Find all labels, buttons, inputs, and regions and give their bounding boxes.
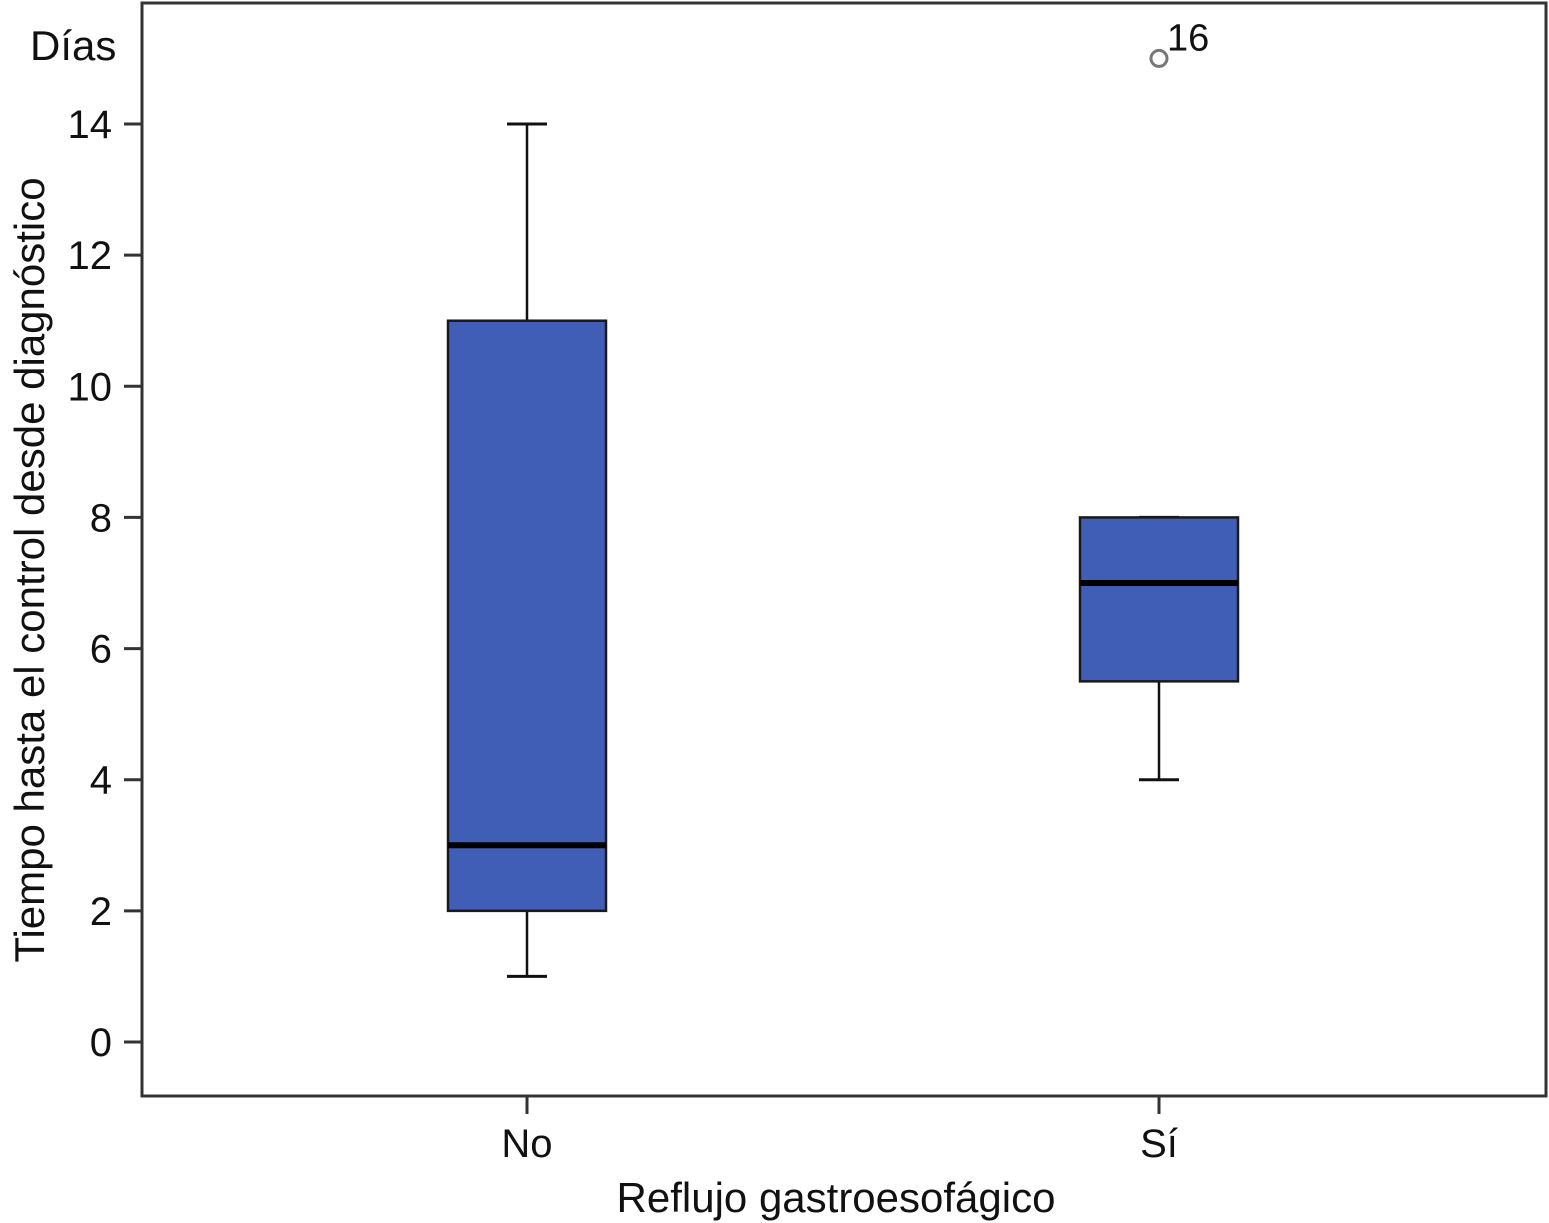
box-group: 16: [1078, 17, 1240, 782]
boxes-layer: 16: [446, 17, 1240, 978]
x-axis-title: Reflujo gastroesofágico: [617, 1174, 1056, 1221]
y-tick-label: 4: [90, 759, 112, 803]
y-axis-title: Tiempo hasta el control desde diagnóstic…: [6, 177, 53, 962]
y-tick-label: 14: [68, 103, 113, 147]
box-group: [446, 122, 608, 978]
y-tick-label: 10: [68, 365, 113, 409]
y-tick-label: 6: [90, 628, 112, 672]
y-tick-label: 12: [68, 234, 113, 278]
outlier-point: [1149, 48, 1169, 68]
x-axis: No Sí: [501, 1096, 1178, 1166]
outlier-label: 16: [1167, 17, 1209, 59]
x-tick-label: Sí: [1140, 1122, 1178, 1166]
box: [446, 319, 608, 913]
x-tick-label: No: [501, 1122, 552, 1166]
box: [1078, 516, 1240, 683]
y-tick-label: 8: [90, 496, 112, 540]
plot-frame: [140, 1, 1548, 1098]
y-axis: 0 2 4 6 8 10 12 14: [68, 103, 142, 1065]
unit-label: Días: [30, 22, 116, 69]
y-tick-label: 0: [90, 1021, 112, 1065]
y-tick-label: 2: [90, 890, 112, 934]
